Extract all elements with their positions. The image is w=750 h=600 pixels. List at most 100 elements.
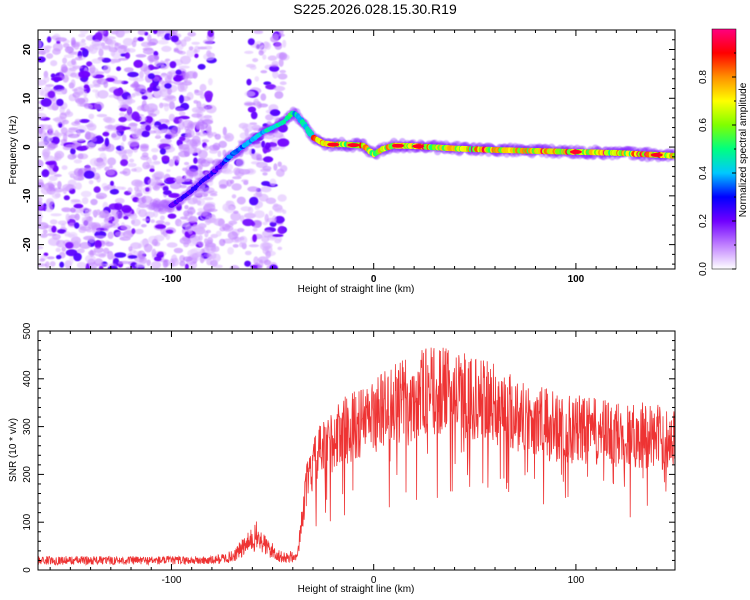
spectrogram-noise-cell [179,255,186,263]
spectrogram-noise-cell [52,42,64,52]
spectrogram-noise-cell [73,203,84,209]
spectrogram-noise-cell [74,120,80,125]
spectrogram-noise-cell [63,54,75,58]
spectrogram-noise-cell [265,84,277,90]
y-tick-label: 0 [22,144,33,150]
spectrogram-noise-cell [38,56,46,63]
spectrogram-noise-cell [159,103,170,107]
y-tick-label: 300 [22,418,33,435]
spectrogram-noise-cell [179,237,192,245]
spectrogram-noise-cell [197,163,202,173]
spectrogram-noise-cell [243,212,256,219]
spectrogram-noise-cell [134,263,146,268]
spectrogram-noise-cell [66,108,71,116]
spectrogram-noise-cell [83,84,89,89]
spectrogram-noise-cell [94,101,104,110]
spectrogram-noise-cell [139,70,144,79]
spectrogram-noise-cell [255,187,262,197]
spectrogram-noise-cell [224,223,234,228]
spectrogram-noise-cell [197,119,205,127]
spectrogram-noise-cell [119,112,125,117]
spectrogram-noise-cell [269,63,279,68]
spectrogram-noise-cell [41,169,50,178]
spectrogram-noise-cell [252,227,258,232]
spectrogram-noise-cell [62,183,74,192]
spectrogram-noise-cell [226,200,231,205]
spectrogram-noise-cell [260,93,267,101]
spectrogram-y-label: Frequency (Hz) [8,116,19,185]
spectrogram-noise-cell [79,119,90,123]
spectrogram-noise-cell [168,113,176,122]
spectrogram-noise-cell [167,87,173,95]
spectrogram-noise-cell [75,182,82,190]
spectrogram-noise-cell [164,94,177,103]
spectrogram-noise-cell [123,215,129,220]
y-tick-label: 500 [22,322,33,339]
spectrogram-noise-cell [104,137,110,147]
spectrogram-noise-cell [267,237,279,241]
spectrogram-noise-cell [117,261,124,265]
spectrogram-noise-cell [196,192,208,198]
spectrogram-noise-cell [44,204,54,213]
spectrogram-noise-cell [121,186,127,191]
spectrogram-noise-cell [242,218,254,227]
spectrogram-noise-cell [64,46,74,54]
spectrogram-noise-cell [59,261,65,268]
spectrogram-noise-cell [70,37,76,46]
spectrogram-noise-cell [170,133,175,139]
spectrogram-noise-cell [182,256,193,262]
spectrogram-noise-cell [233,210,239,214]
spectrogram-noise-cell [179,216,189,220]
spectrogram-noise-cell [207,236,214,244]
spectrogram-noise-cell [161,155,170,162]
spectrogram-noise-cell [165,229,174,234]
spectrogram-noise-cell [107,265,118,269]
spectrogram-noise-cell [88,180,94,185]
spectrogram-noise-cell [96,161,106,169]
spectrogram-noise-cell [164,221,171,226]
spectrogram-noise-cell [272,234,284,237]
spectrogram-noise-cell [73,168,83,177]
spectrogram-noise-cell [163,146,176,153]
spectrogram-noise-cell [93,247,104,254]
spectrogram-noise-cell [164,58,171,62]
spectrogram-noise-cell [147,113,157,117]
spectrogram-noise-cell [138,208,148,218]
spectrogram-noise-cell [274,91,284,99]
spectrogram-noise-cell [127,71,139,78]
spectrogram-noise-cell [244,250,252,256]
spectrogram-noise-cell [254,205,260,210]
spectrogram-noise-cell [247,38,255,46]
spectrogram-noise-cell [256,154,263,160]
spectrogram-noise-cell [77,248,85,254]
spectrogram-noise-cell [250,111,258,120]
spectrogram-noise-cell [226,179,233,187]
spectrogram-noise-cell [231,183,242,191]
spectrogram-noise-cell [131,92,142,97]
spectrogram-noise-cell [169,182,182,190]
snr-y-ticks: 0 100 200 300 400 500 [22,322,675,573]
spectrogram-y-ticks: -20 -10 0 10 20 [22,29,675,265]
spectrogram-noise-cell [224,132,235,142]
spectrogram-noise-cell [199,254,204,264]
x-tick-label: 100 [568,274,585,285]
spectrogram-noise-cell [127,149,133,157]
spectrogram-noise-cell [40,233,48,238]
spectrogram-noise-cell [203,205,213,210]
spectrogram-noise-cell [230,212,242,222]
spectrogram-noise-cell [45,261,50,269]
snr-x-label: Height of straight line (km) [298,584,415,595]
spectrogram-ridge-hotspot [650,152,663,157]
spectrogram-noise-cell [159,30,165,37]
spectrogram-noise-cell [94,32,103,41]
spectrogram-noise-cell [78,91,84,96]
spectrogram-noise-cell [175,107,185,112]
spectrogram-noise-cell [132,37,139,43]
spectrogram-noise-cell [81,48,89,58]
spectrogram-noise-cell [157,251,164,256]
spectrogram-noise-cell [79,242,91,249]
spectrogram-noise-cell [67,133,80,139]
spectrogram-noise-cell [277,73,288,80]
spectrogram-noise-cell [149,168,155,173]
colorbar-ticks: 0.0 0.2 0.4 0.6 0.8 [698,52,736,276]
